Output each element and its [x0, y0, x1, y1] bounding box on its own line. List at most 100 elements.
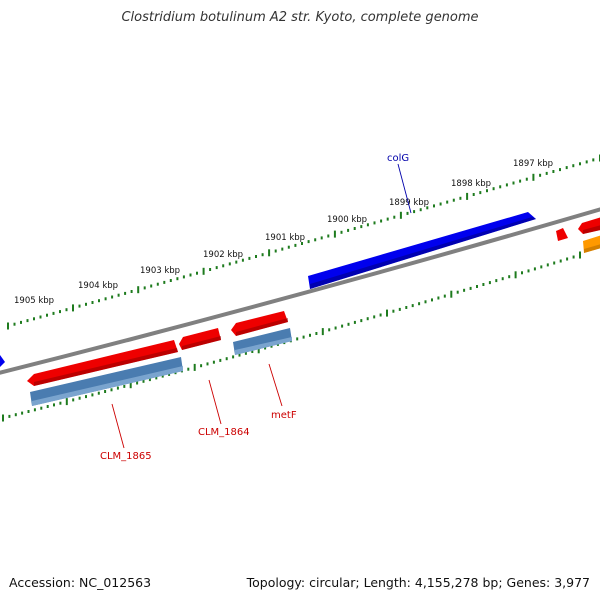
- minor-tick: [476, 285, 478, 288]
- minor-tick: [91, 301, 94, 304]
- minor-tick: [248, 256, 251, 260]
- feature-metF-steel[interactable]: [233, 328, 292, 355]
- gene-label-colG[interactable]: colG: [387, 153, 409, 164]
- minor-tick: [161, 374, 164, 378]
- minor-tick: [327, 234, 330, 238]
- minor-tick: [294, 243, 297, 247]
- minor-tick: [419, 208, 422, 212]
- feature-small-red[interactable]: [556, 228, 568, 241]
- minor-tick: [46, 405, 49, 408]
- minor-tick: [238, 353, 241, 357]
- gene-label-metF[interactable]: metF: [271, 410, 297, 421]
- minor-tick: [27, 410, 30, 413]
- tick-label-1905: 1905 kbp: [14, 296, 54, 306]
- minor-tick: [85, 395, 87, 399]
- feature-CLM_1865-steel[interactable]: [30, 357, 183, 406]
- minor-tick: [85, 302, 87, 306]
- colG-leader-line: [397, 163, 412, 214]
- minor-tick: [130, 290, 133, 293]
- tick-label-1900: 1900 kbp: [327, 215, 367, 225]
- tick-label-1901: 1901 kbp: [265, 233, 305, 243]
- minor-tick: [251, 350, 254, 353]
- minor-tick: [212, 360, 215, 364]
- minor-tick: [274, 249, 277, 253]
- major-tick: [321, 328, 324, 336]
- minor-tick: [111, 295, 114, 299]
- minor-tick: [33, 317, 35, 321]
- major-tick: [386, 309, 388, 317]
- minor-tick: [117, 293, 120, 297]
- feature-right-red[interactable]: [578, 216, 600, 234]
- minor-tick: [418, 302, 421, 306]
- minor-tick: [482, 283, 485, 286]
- major-tick: [532, 173, 535, 181]
- major-tick: [450, 290, 453, 298]
- minor-tick: [572, 164, 575, 168]
- minor-tick: [505, 183, 508, 187]
- minor-tick: [347, 322, 350, 326]
- minor-tick: [72, 398, 75, 402]
- feature-metF-red[interactable]: [231, 311, 288, 336]
- major-tick: [72, 304, 74, 312]
- map-title: Clostridium botulinum A2 str. Kyoto, com…: [121, 10, 479, 25]
- feature-colG[interactable]: [308, 212, 536, 289]
- minor-tick: [155, 376, 158, 380]
- minor-tick: [486, 189, 488, 193]
- minor-tick: [142, 379, 145, 383]
- major-tick: [65, 398, 68, 406]
- minor-tick: [46, 313, 48, 317]
- minor-tick: [244, 351, 247, 355]
- major-tick: [202, 267, 205, 275]
- minor-tick: [143, 286, 146, 290]
- CLM_1864-leader-line: [208, 379, 222, 425]
- minor-tick: [309, 333, 311, 337]
- minor-tick: [512, 181, 515, 185]
- minor-tick: [426, 206, 429, 210]
- gene-label-CLM_1865[interactable]: CLM_1865: [100, 451, 152, 462]
- feature-CLM_1865-red[interactable]: [27, 340, 178, 386]
- minor-tick: [110, 388, 113, 392]
- minor-tick: [98, 299, 100, 303]
- minor-tick: [136, 381, 139, 385]
- minor-tick: [33, 408, 36, 412]
- minor-tick: [163, 280, 166, 284]
- major-tick: [514, 271, 517, 279]
- feature-left-blue[interactable]: [0, 355, 5, 367]
- genome-backbone: [0, 207, 600, 375]
- minor-tick: [540, 265, 543, 269]
- minor-tick: [433, 204, 435, 208]
- minor-tick: [463, 288, 466, 292]
- tick-label-1902: 1902 kbp: [203, 250, 243, 260]
- minor-tick: [241, 258, 244, 262]
- minor-tick: [52, 311, 55, 315]
- major-tick: [257, 346, 260, 354]
- feature-CLM_1864[interactable]: [179, 328, 221, 350]
- minor-tick: [566, 257, 569, 261]
- minor-tick: [413, 210, 416, 214]
- minor-tick: [488, 281, 491, 285]
- minor-tick: [347, 228, 350, 232]
- minor-tick: [340, 230, 343, 234]
- major-tick: [193, 363, 196, 371]
- gene-label-CLM_1864[interactable]: CLM_1864: [198, 427, 250, 438]
- major-tick: [137, 286, 140, 294]
- minor-tick: [219, 358, 222, 362]
- minor-tick: [169, 279, 172, 282]
- minor-tick: [353, 227, 356, 230]
- accession-text: Accession: NC_012563: [9, 575, 152, 590]
- minor-tick: [189, 273, 192, 277]
- major-tick: [268, 249, 271, 257]
- minor-tick: [437, 296, 440, 300]
- minor-tick: [182, 275, 185, 279]
- minor-tick: [228, 262, 231, 266]
- minor-tick: [539, 173, 542, 177]
- minor-tick: [366, 317, 369, 321]
- metF-leader-line: [268, 363, 283, 407]
- minor-tick: [443, 294, 446, 298]
- minor-tick: [559, 168, 561, 172]
- minor-tick: [328, 328, 331, 332]
- minor-tick: [187, 367, 190, 371]
- feature-orange[interactable]: [583, 234, 600, 253]
- minor-tick: [78, 396, 81, 400]
- minor-tick: [545, 171, 548, 175]
